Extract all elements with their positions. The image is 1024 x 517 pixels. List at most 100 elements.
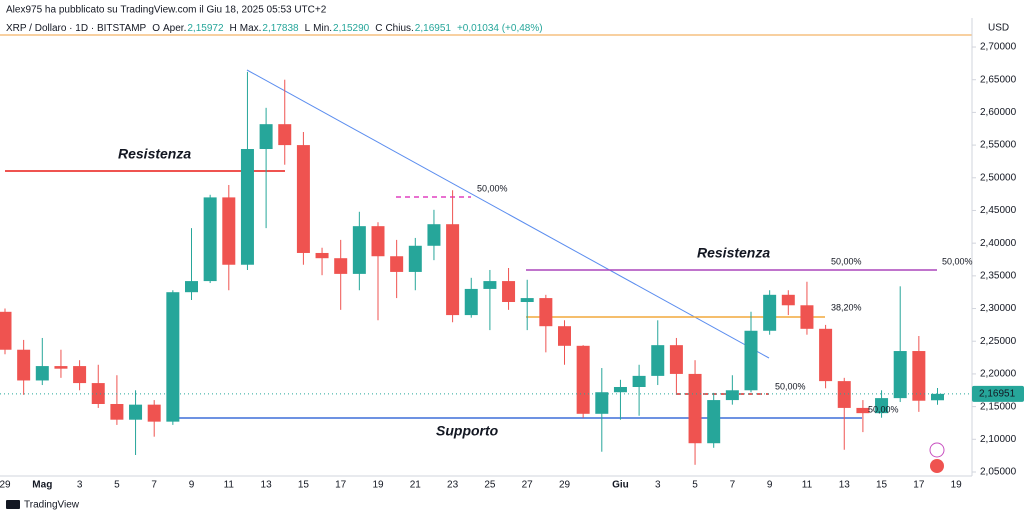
x-tick-label: 13 — [839, 480, 851, 491]
candle-body — [203, 197, 217, 282]
brand-logo — [6, 500, 20, 509]
ohlc-item: O — [152, 23, 160, 34]
x-tick-label: 29 — [559, 480, 571, 491]
candle-body — [837, 381, 851, 408]
candle-body — [893, 351, 907, 399]
candle-body — [390, 256, 404, 272]
candle-body — [147, 404, 161, 422]
trend-line — [246, 69, 770, 359]
y-tick-label: 2,70000 — [980, 42, 1017, 53]
annotation: Resistenza — [697, 245, 770, 261]
x-tick-label: 9 — [767, 480, 773, 491]
candle-body — [129, 404, 143, 420]
candle-body — [185, 281, 198, 293]
y-tick-label: 2,35000 — [980, 270, 1017, 281]
annotation: 50,00% — [868, 404, 899, 414]
brand: TradingView — [6, 500, 80, 511]
candle-body — [539, 298, 553, 327]
candle-body — [856, 407, 870, 414]
x-tick-label: 19 — [372, 480, 384, 491]
candle-body — [110, 403, 124, 420]
y-tick-label: 2,40000 — [980, 238, 1017, 249]
x-tick-label: 15 — [876, 480, 888, 491]
candle-body — [446, 224, 460, 316]
candle-body — [669, 345, 683, 374]
annotation: Supporto — [436, 423, 499, 439]
event-icon[interactable] — [930, 459, 944, 473]
y-tick-label: 2,10000 — [980, 434, 1017, 445]
candle-body — [744, 330, 758, 391]
candle-body — [931, 393, 944, 401]
event-icon[interactable] — [929, 442, 945, 458]
ohlc-item: L — [305, 23, 311, 34]
ohlc-item: 2,16951 — [415, 23, 452, 34]
ohlc-item: Chius. — [385, 23, 413, 34]
candle-body — [595, 392, 609, 414]
x-tick-label: 3 — [655, 480, 661, 491]
candle-body — [464, 288, 478, 316]
x-tick-label: Mag — [32, 480, 52, 491]
candle-body — [912, 351, 926, 401]
x-tick-label: 7 — [730, 480, 736, 491]
x-tick-label: 5 — [692, 480, 698, 491]
x-tick-label: 7 — [151, 480, 157, 491]
candle-body — [91, 383, 105, 404]
x-tick-label: 17 — [335, 480, 347, 491]
y-tick-label: 2,50000 — [980, 172, 1017, 183]
candle-body — [17, 349, 31, 381]
currency: USD — [988, 23, 1009, 34]
y-tick-label: 2,15000 — [980, 401, 1017, 412]
y-tick-label: 2,45000 — [980, 205, 1017, 216]
chart-title: XRP / Dollaro · 1D · BITSTAMP — [6, 23, 147, 34]
candle-body — [688, 373, 702, 444]
y-tick-label: 2,30000 — [980, 303, 1017, 314]
ohlc-item: Aper. — [163, 23, 186, 34]
candle-body — [35, 366, 49, 381]
ohlc-item: Min. — [313, 23, 332, 34]
candle-body — [763, 294, 777, 331]
x-tick-label: 11 — [224, 480, 235, 491]
annotation: 50,00% — [775, 381, 806, 391]
x-tick-label: 29 — [0, 480, 11, 491]
ohlc-item: 2,17838 — [262, 23, 299, 34]
annotation: 50,00% — [831, 256, 862, 266]
candle-body — [427, 224, 441, 246]
x-tick-label: 11 — [802, 480, 813, 491]
candle-body — [819, 328, 833, 382]
annotation: 50,00% — [477, 183, 508, 193]
candle-body — [558, 326, 571, 346]
candle-body — [632, 375, 646, 387]
x-tick-label: 23 — [447, 480, 459, 491]
ohlc-item: C — [375, 23, 382, 34]
annotations: Resistenza Supporto Resistenza 50,00% 50… — [118, 146, 973, 439]
candle-body — [520, 298, 534, 303]
candle-body — [259, 124, 273, 150]
y-tick-label: 2,60000 — [980, 107, 1017, 118]
candle-body — [240, 149, 254, 265]
candle-body — [651, 345, 665, 376]
candle-body — [315, 252, 329, 259]
x-tick-label: 27 — [522, 480, 534, 491]
x-tick-label: 21 — [410, 480, 422, 491]
y-tick-label: 2,65000 — [980, 74, 1017, 85]
annotation: 38,20% — [831, 302, 862, 312]
ohlc-item: 2,15290 — [333, 23, 370, 34]
candle-body — [725, 390, 739, 401]
x-tick-label: Giu — [612, 480, 629, 491]
candle-body — [800, 305, 814, 329]
brand-name: TradingView — [24, 500, 80, 511]
candle-body — [73, 366, 87, 384]
candle-body — [408, 245, 422, 272]
y-tick-label: 2,25000 — [980, 336, 1017, 347]
x-tick-label: 19 — [951, 480, 963, 491]
ohlc-item: +0,01034 (+0,48%) — [457, 23, 543, 34]
ohlc-item: 2,15972 — [187, 23, 224, 34]
x-tick-label: 17 — [913, 480, 925, 491]
candle-body — [222, 197, 236, 265]
candle-body — [781, 294, 795, 306]
candle-body — [613, 386, 627, 393]
candle-body — [483, 281, 497, 289]
last-price-label: 2,16951 — [979, 388, 1016, 399]
